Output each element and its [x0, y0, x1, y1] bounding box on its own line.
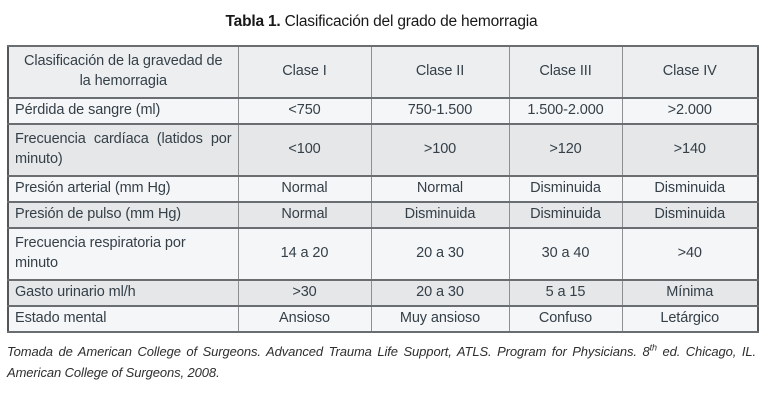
cell-value: 1.500-2.000 [508, 97, 623, 125]
cell-value: 20 a 30 [370, 279, 510, 307]
header-cell-class-2: Clase II [370, 45, 510, 99]
cell-value: Muy ansioso [370, 305, 510, 333]
table-row: Gasto urinario ml/h >30 20 a 30 5 a 15 M… [7, 279, 759, 307]
cell-value: Disminuida [508, 201, 623, 229]
header-cell-class-3: Clase III [508, 45, 623, 99]
row-label: Frecuencia cardíaca (latidos por minuto) [7, 123, 239, 177]
cell-value: <100 [237, 123, 372, 177]
table-title: Tabla 1. Clasificación del grado de hemo… [7, 0, 756, 45]
row-label: Presión arterial (mm Hg) [7, 175, 239, 203]
cell-value: >120 [508, 123, 623, 177]
table-row: Estado mental Ansioso Muy ansioso Confus… [7, 305, 759, 333]
cell-value: Normal [370, 175, 510, 203]
row-label: Presión de pulso (mm Hg) [7, 201, 239, 229]
table-body: Pérdida de sangre (ml) <750 750-1.500 1.… [7, 97, 759, 333]
cell-value: Confuso [508, 305, 623, 333]
cell-value: Normal [237, 175, 372, 203]
cell-value: 30 a 40 [508, 227, 623, 281]
table-number-label: Tabla 1. [225, 13, 281, 30]
header-cell-class-4: Clase IV [621, 45, 759, 99]
cell-value: >30 [237, 279, 372, 307]
row-label: Pérdida de sangre (ml) [7, 97, 239, 125]
cell-value: Disminuida [370, 201, 510, 229]
cell-value: Ansioso [237, 305, 372, 333]
table-row: Frecuencia respiratoria por minuto 14 a … [7, 227, 759, 281]
citation-text-start: Tomada de American College of Surgeons. … [7, 344, 650, 359]
cell-value: 750-1.500 [370, 97, 510, 125]
row-label: Estado mental [7, 305, 239, 333]
cell-value: >100 [370, 123, 510, 177]
table-row: Presión arterial (mm Hg) Normal Normal D… [7, 175, 759, 203]
header-cell-classification: Clasificación de la gravedad de la hemor… [7, 45, 239, 99]
cell-value: Disminuida [621, 175, 759, 203]
row-label-text: Frecuencia respiratoria por minuto [15, 235, 186, 271]
hemorrhage-classification-table: Clasificación de la gravedad de la hemor… [7, 45, 759, 333]
cell-value: Letárgico [621, 305, 759, 333]
row-label: Frecuencia respiratoria por minuto [7, 227, 239, 281]
cell-value: Normal [237, 201, 372, 229]
header-cell-class-1: Clase I [237, 45, 372, 99]
source-citation: Tomada de American College of Surgeons. … [7, 341, 756, 384]
header-row: Clasificación de la gravedad de la hemor… [7, 45, 759, 99]
cell-value: Disminuida [621, 201, 759, 229]
cell-value: >2.000 [621, 97, 759, 125]
cell-value: 14 a 20 [237, 227, 372, 281]
cell-value: Mínima [621, 279, 759, 307]
row-label: Gasto urinario ml/h [7, 279, 239, 307]
cell-value: <750 [237, 97, 372, 125]
header-cell-text: Clasificación de la gravedad de la hemor… [24, 53, 223, 89]
table-row: Frecuencia cardíaca (latidos por minuto)… [7, 123, 759, 177]
cell-value: 20 a 30 [370, 227, 510, 281]
cell-value: Disminuida [508, 175, 623, 203]
cell-value: >40 [621, 227, 759, 281]
citation-superscript: th [649, 342, 657, 353]
table-title-text: Clasificación del grado de hemorragia [284, 13, 538, 30]
table-row: Presión de pulso (mm Hg) Normal Disminui… [7, 201, 759, 229]
cell-value: >140 [621, 123, 759, 177]
table-header: Clasificación de la gravedad de la hemor… [7, 45, 759, 99]
citation-text-end: ed. Chicago, IL. American College of Sur… [7, 344, 756, 381]
cell-value: 5 a 15 [508, 279, 623, 307]
table-row: Pérdida de sangre (ml) <750 750-1.500 1.… [7, 97, 759, 125]
